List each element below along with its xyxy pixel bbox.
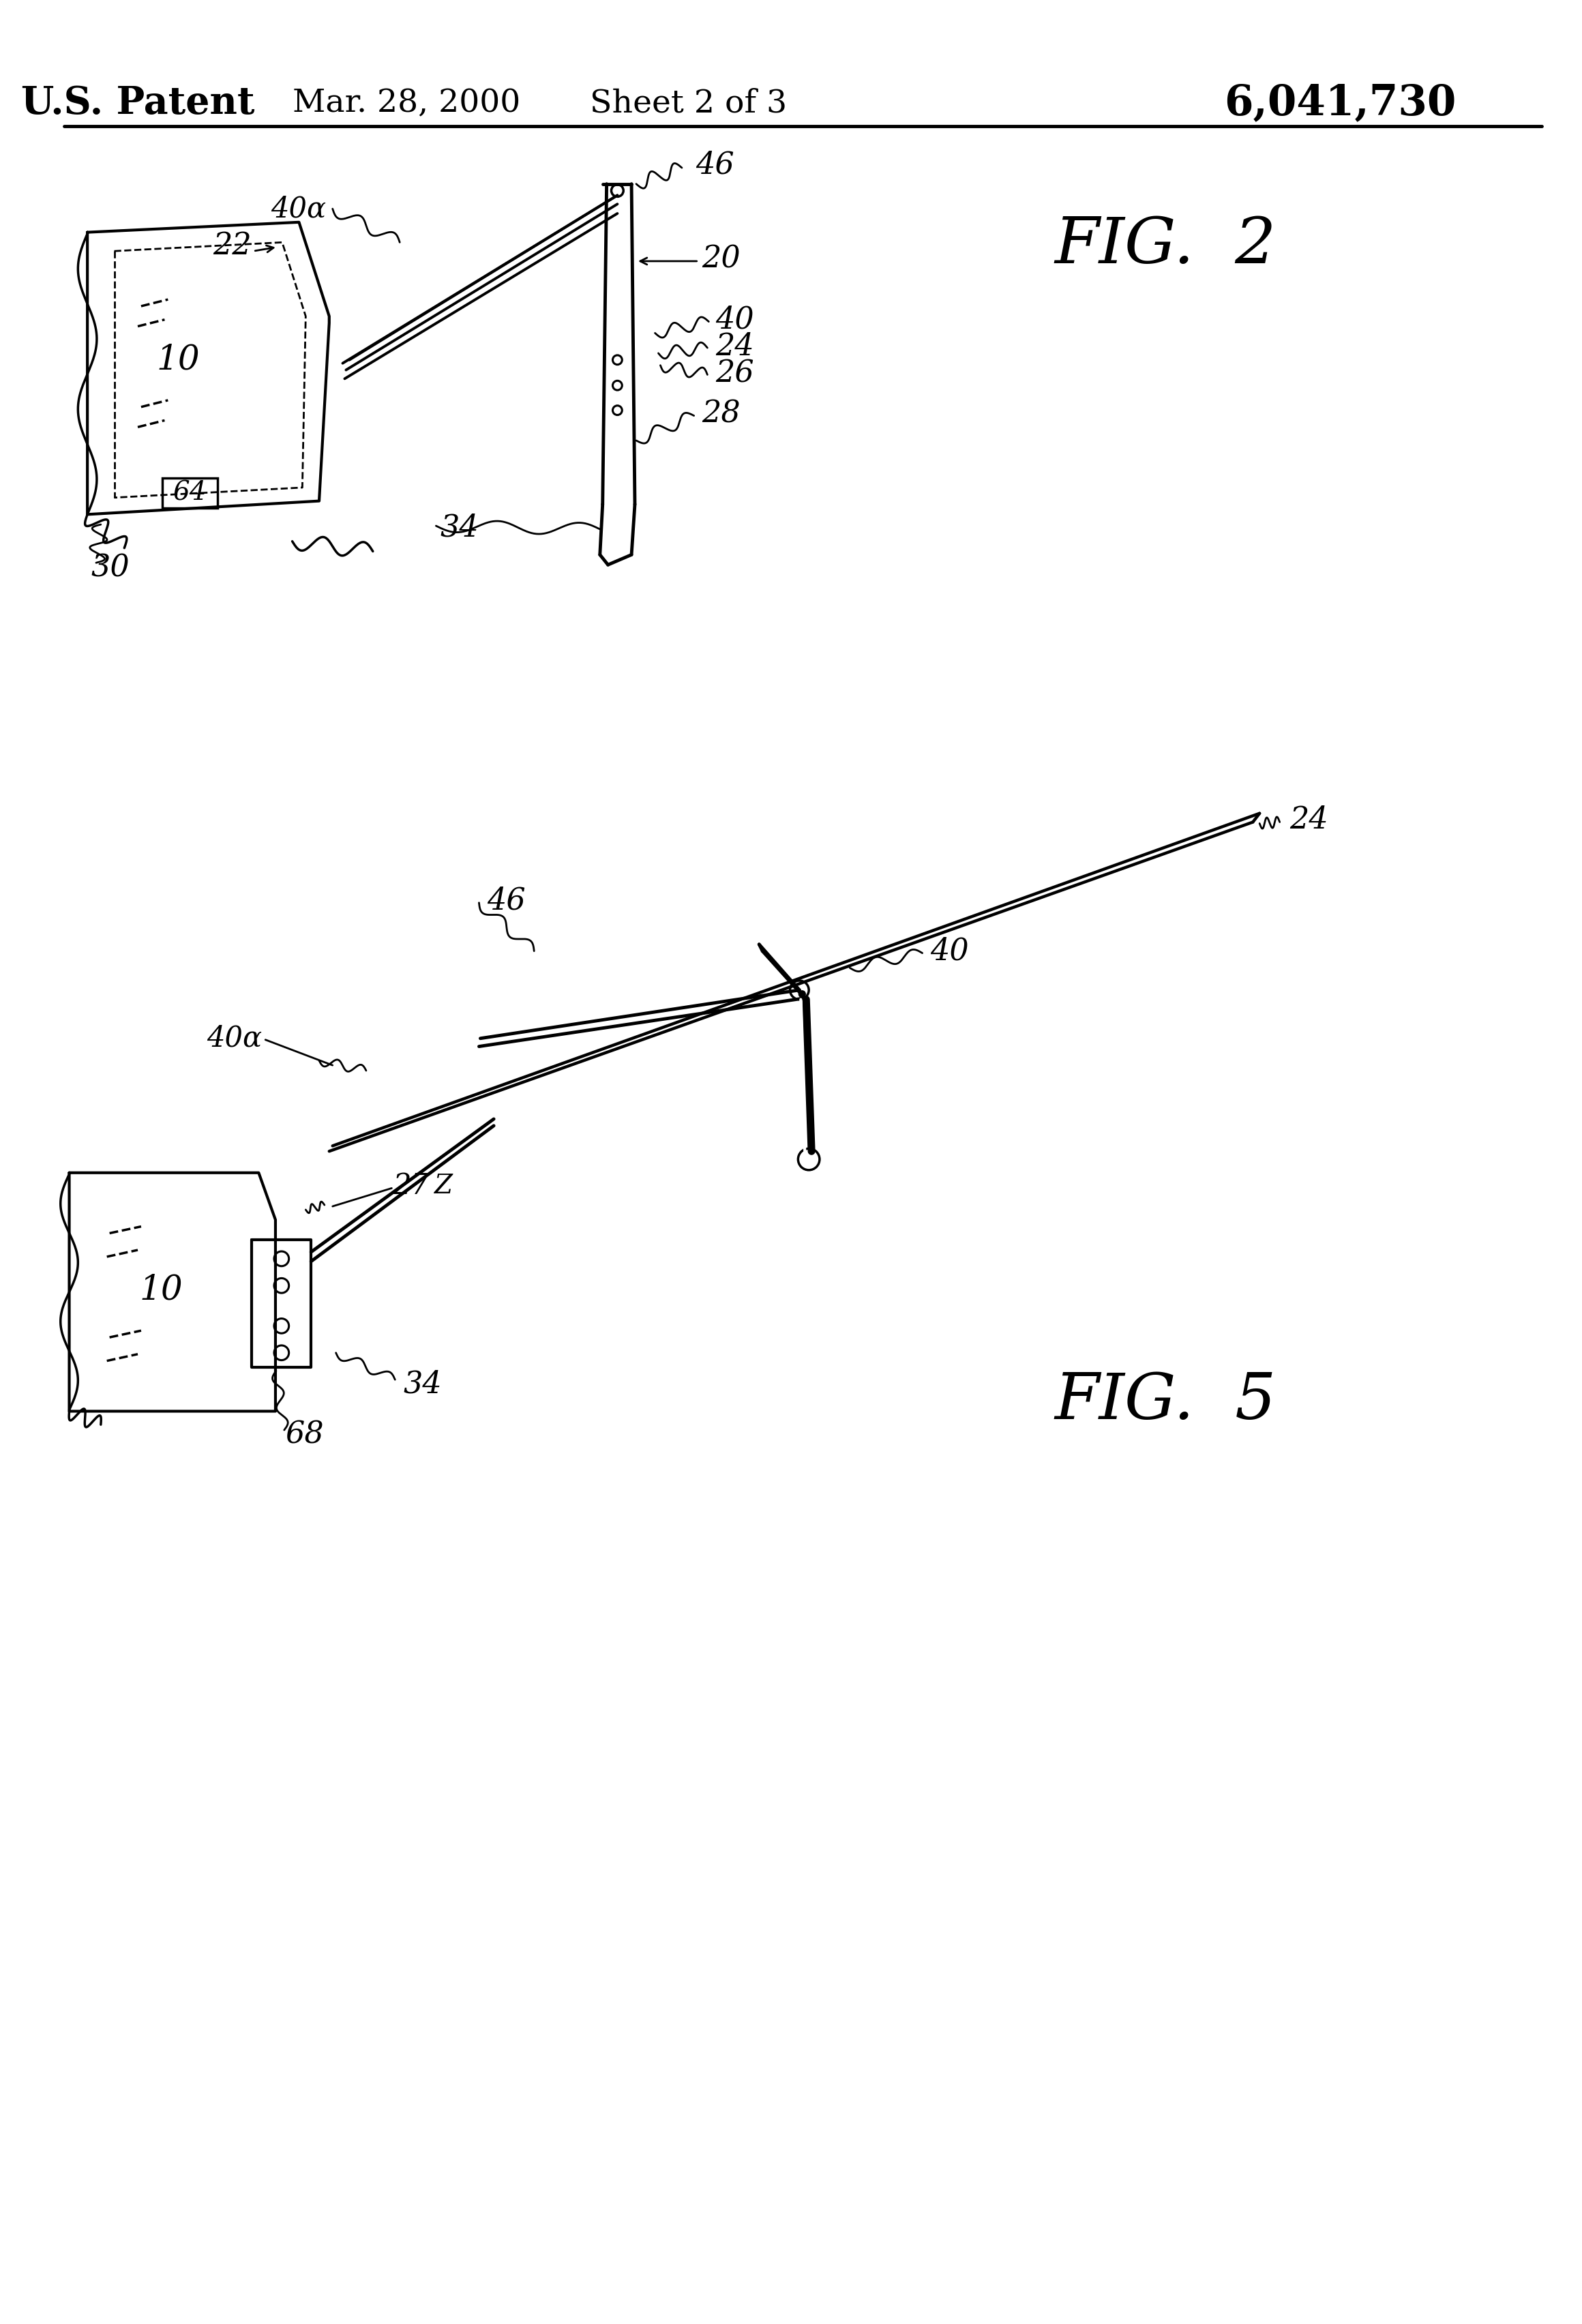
Text: 10: 10 — [157, 344, 199, 376]
Text: 20: 20 — [702, 244, 740, 274]
Text: 68: 68 — [285, 1420, 324, 1450]
Text: 22: 22 — [214, 230, 252, 260]
Circle shape — [799, 990, 805, 997]
Text: Mar. 28, 2000: Mar. 28, 2000 — [293, 88, 520, 119]
Text: 40: 40 — [715, 304, 755, 335]
Text: 40: 40 — [930, 937, 970, 967]
Text: Z: Z — [435, 1174, 452, 1199]
Text: 24: 24 — [715, 332, 755, 360]
Text: Sheet 2 of 3: Sheet 2 of 3 — [590, 88, 788, 119]
Text: 28: 28 — [702, 400, 740, 428]
Text: U.S. Patent: U.S. Patent — [21, 84, 255, 123]
Text: 26: 26 — [715, 358, 755, 388]
Bar — [163, 479, 218, 507]
Text: 30: 30 — [90, 553, 130, 583]
Text: 64: 64 — [174, 481, 207, 507]
Text: FIG.  5: FIG. 5 — [1055, 1371, 1277, 1432]
Text: 34: 34 — [403, 1369, 441, 1399]
Text: FIG.  2: FIG. 2 — [1055, 216, 1277, 277]
Text: 27: 27 — [392, 1171, 429, 1202]
Text: 46: 46 — [487, 885, 525, 916]
Text: 24: 24 — [1289, 806, 1329, 834]
Text: 46: 46 — [696, 151, 734, 179]
Text: 34: 34 — [440, 514, 479, 541]
Text: 40α: 40α — [271, 195, 326, 223]
Text: 40α: 40α — [207, 1025, 263, 1053]
Text: 10: 10 — [139, 1274, 184, 1306]
Text: 6,041,730: 6,041,730 — [1224, 84, 1455, 123]
